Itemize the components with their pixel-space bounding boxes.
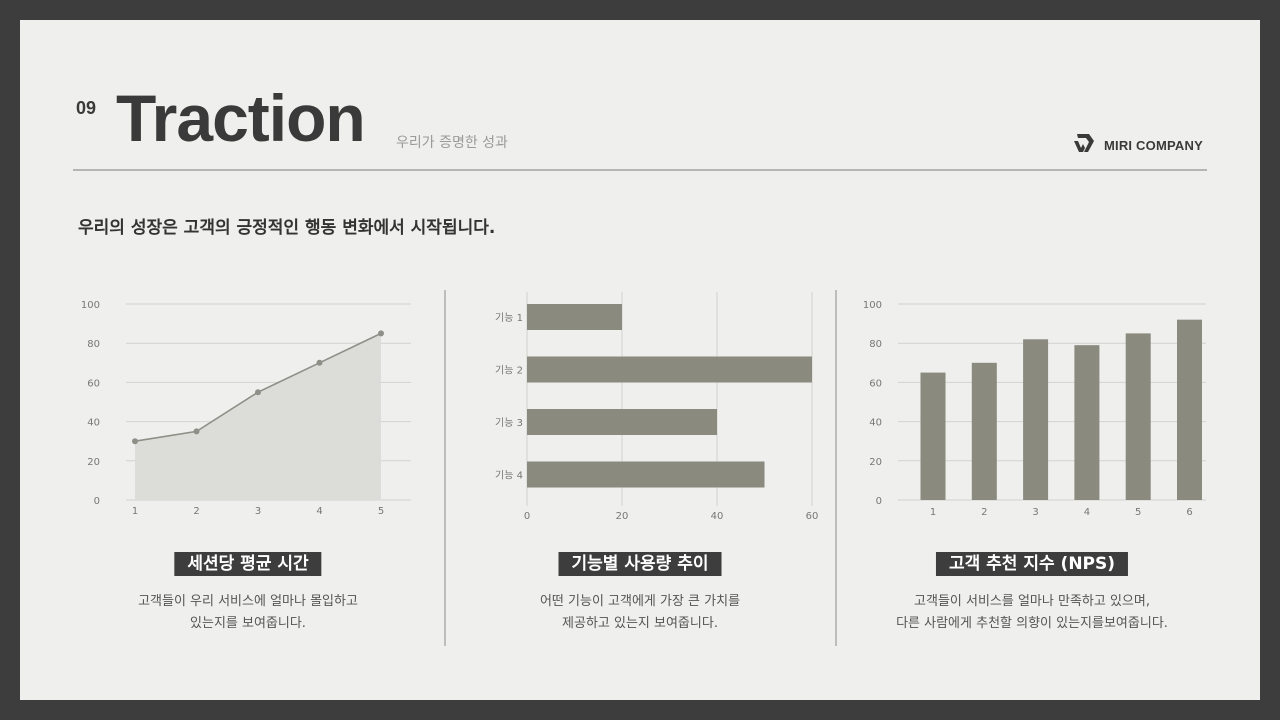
desc-line: 제공하고 있는지 보여줍니다. [562,616,718,631]
bar [1125,333,1151,500]
y-tick-label: 60 [869,378,882,389]
x-tick-label: 6 [1186,507,1192,518]
lead-text: 우리의 성장은 고객의 긍정적인 행동 변화에서 시작됩니다. [78,218,496,238]
y-tick-label: 100 [863,300,882,311]
y-tick-label: 40 [869,418,882,429]
chart-description-feature-usage: 어떤 기능이 고객에게 가장 큰 가치를 제공하고 있는지 보여줍니다. [540,591,740,635]
feature-usage-chart: 0 20 40 60 기능 1 기능 2 기능 3 기능 4 [466,288,818,522]
x-tick-label: 4 [316,506,322,517]
chart-label-feature-usage: 기능별 사용량 추이 [558,552,722,576]
chart-description-session-time: 고객들이 우리 서비스에 얼마나 몰입하고 있는지를 보여줍니다. [138,591,358,635]
y-tick-label: 80 [87,339,100,350]
x-tick-label: 5 [1135,507,1141,518]
y-tick-label: 0 [94,496,100,507]
x-tick-label: 2 [193,506,199,517]
header-divider [73,169,1207,171]
miri-logo-icon [1072,132,1096,158]
x-tick-label: 4 [1084,507,1090,518]
y-tick-label: 기능 2 [495,365,523,377]
y-tick-label: 0 [876,496,882,507]
x-tick-label: 1 [132,506,138,517]
desc-line: 있는지를 보여줍니다. [190,616,306,631]
data-point [255,389,261,396]
desc-line: 고객들이 서비스를 얼마나 만족하고 있으며, [914,594,1150,609]
nps-chart: 0 20 40 60 80 100 1 2 3 4 5 6 [860,292,1210,522]
x-tick-label: 3 [1032,507,1038,518]
y-tick-label: 20 [869,457,882,468]
y-tick-label: 20 [87,457,100,468]
bar [920,372,946,500]
y-tick-label: 기능 1 [495,312,523,324]
area-fill [135,333,381,500]
desc-line: 어떤 기능이 고객에게 가장 큰 가치를 [539,594,741,609]
chart-label-session-time: 세션당 평균 시간 [174,552,322,576]
y-tick-label: 60 [87,378,100,389]
brand-name: MIRI COMPANY [1104,137,1203,153]
chart-description-nps: 고객들이 서비스를 얼마나 만족하고 있으며, 다른 사람에게 추천할 의향이 … [896,591,1168,635]
desc-line: 다른 사람에게 추천할 의향이 있는지를보여줍니다. [896,616,1168,631]
bar [1074,345,1100,500]
y-tick-label: 기능 4 [495,470,523,482]
data-point [378,330,384,337]
bar [527,461,765,488]
x-tick-label: 5 [378,506,384,517]
x-tick-label: 2 [981,507,987,518]
bar [1023,339,1049,500]
panel-divider [444,290,446,646]
bar [971,362,997,500]
y-tick-label: 80 [869,339,882,350]
x-tick-label: 40 [711,511,724,522]
chart-label-nps: 고객 추천 지수 (NPS) [935,552,1129,576]
page-title: Traction [116,81,366,155]
x-tick-label: 0 [524,511,530,522]
bar [527,409,717,435]
slide: 09 Traction 우리가 증명한 성과 MIRI COMPANY 우리의 … [20,20,1260,700]
page-subtitle: 우리가 증명한 성과 [396,135,508,151]
y-tick-label: 기능 3 [495,417,523,429]
data-point [132,438,138,445]
x-tick-label: 1 [930,507,936,518]
y-tick-label: 40 [87,418,100,429]
session-time-chart: 0 20 40 60 80 100 1 2 3 4 5 [76,292,416,522]
x-tick-label: 60 [806,511,819,522]
y-tick-label: 100 [81,300,100,311]
x-tick-label: 3 [255,506,261,517]
data-point [316,359,323,366]
data-point [193,428,200,435]
brand-logo: MIRI COMPANY [1072,132,1203,158]
section-number: 09 [76,98,97,118]
desc-line: 고객들이 우리 서비스에 얼마나 몰입하고 [138,594,358,609]
bar [527,356,812,383]
x-tick-label: 20 [616,511,629,522]
panel-divider [835,290,837,646]
bar [527,304,622,330]
bar [1177,319,1202,500]
